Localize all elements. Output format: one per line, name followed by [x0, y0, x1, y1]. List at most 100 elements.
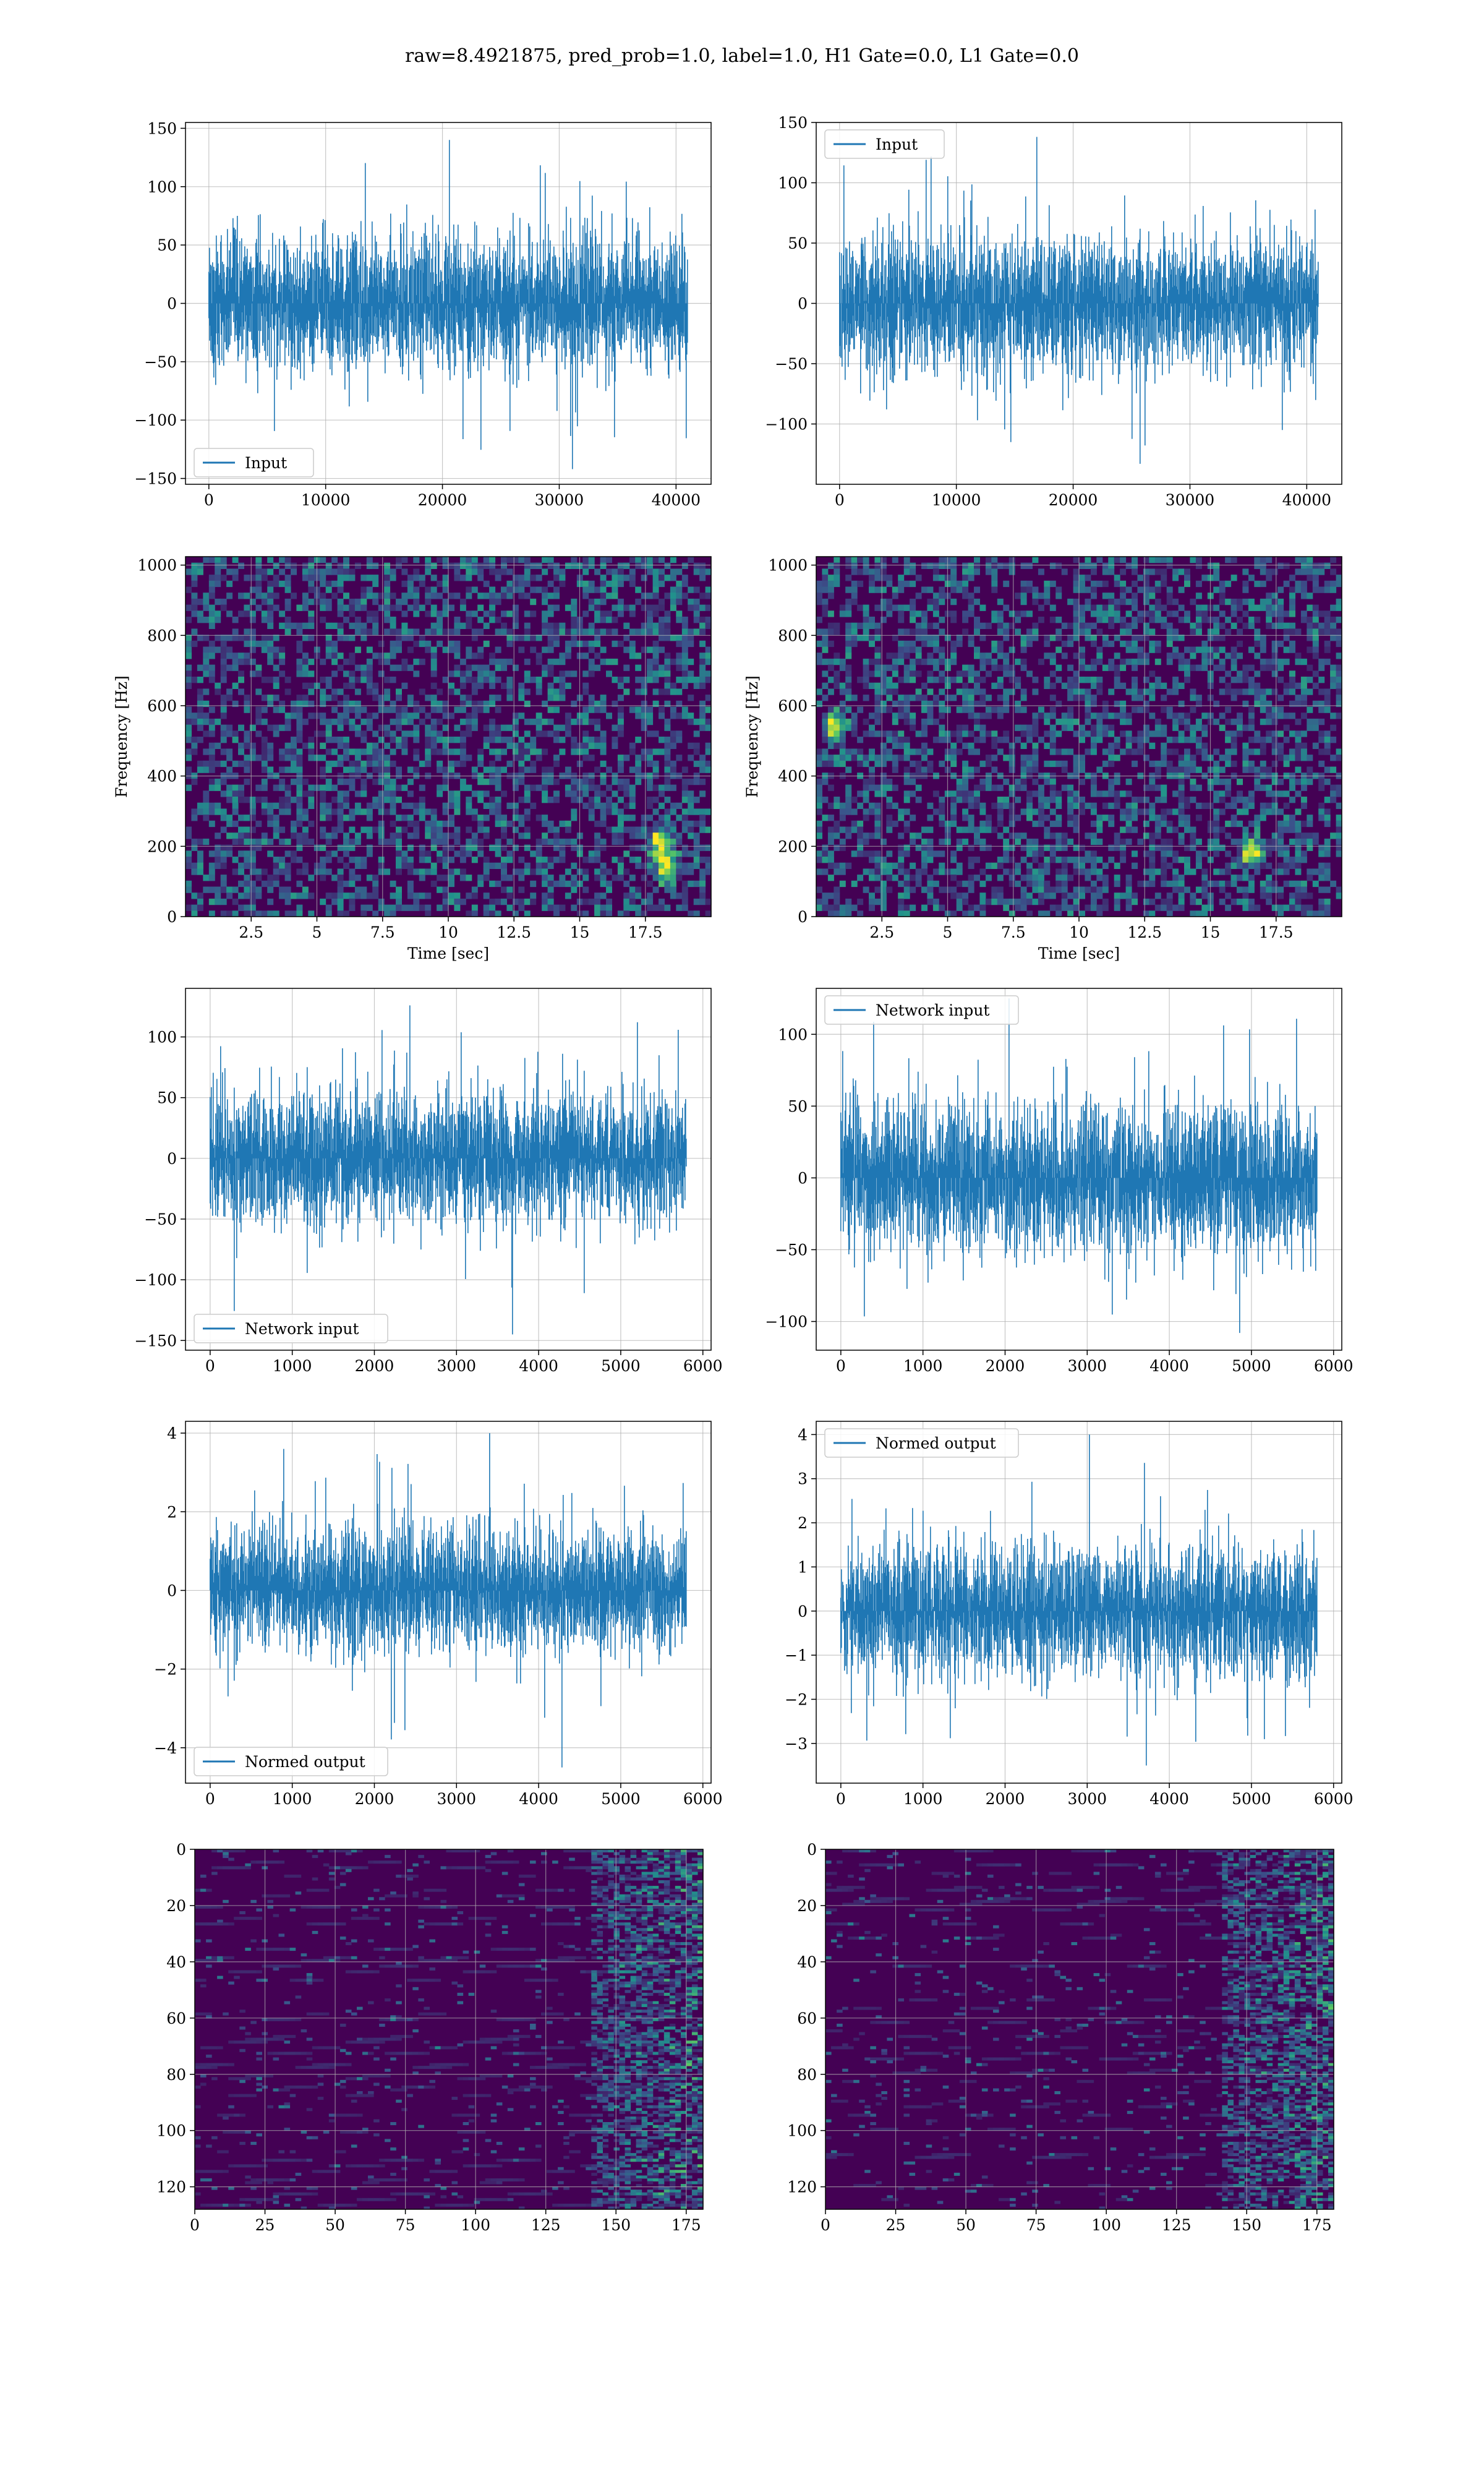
heatmap-cell — [979, 724, 986, 731]
heatmap-cell — [559, 737, 566, 743]
heatmap-cell — [851, 808, 858, 815]
heatmap-cell — [1172, 610, 1179, 617]
heatmap-cell — [932, 880, 939, 888]
heatmap-cell — [471, 808, 478, 815]
heatmap-cell — [1003, 635, 1010, 641]
heatmap-cell — [968, 670, 974, 677]
heatmap-cell — [1213, 880, 1220, 888]
heatmap-cell — [1178, 760, 1185, 768]
heatmap-cell — [1049, 892, 1056, 899]
heatmap-cell — [1009, 815, 1015, 821]
heatmap-cell — [834, 802, 840, 809]
heatmap-cell — [284, 586, 291, 593]
heatmap-cell — [997, 833, 1004, 839]
heatmap-cell — [688, 742, 694, 749]
heatmap-cell — [337, 575, 344, 581]
heatmap-cell — [360, 677, 367, 683]
heatmap-cell — [629, 557, 636, 563]
heatmap-cell — [1020, 904, 1027, 911]
heatmap-cell — [244, 755, 250, 761]
heatmap-cell — [834, 713, 840, 719]
heatmap-cell — [349, 748, 356, 755]
heatmap-cell — [880, 784, 887, 791]
heatmap-cell — [430, 658, 437, 666]
heatmap-cell — [659, 820, 665, 828]
heatmap-cell — [308, 820, 315, 828]
heatmap-cell — [845, 862, 852, 869]
heatmap-cell — [968, 844, 974, 851]
heatmap-cell — [1125, 628, 1132, 635]
heatmap-cell — [559, 838, 566, 845]
heatmap-cell — [506, 688, 513, 695]
heatmap-cell — [542, 598, 548, 606]
heatmap-cell — [495, 748, 501, 755]
heatmap-cell — [600, 646, 607, 653]
heatmap-cell — [360, 808, 367, 815]
heatmap-cell — [208, 778, 215, 785]
heatmap-cell — [1020, 580, 1027, 588]
heatmap-cell — [360, 622, 367, 629]
heatmap-cell — [232, 886, 239, 893]
heatmap-cell — [349, 604, 356, 611]
heatmap-cell — [623, 784, 630, 791]
heatmap-cell — [974, 562, 980, 569]
heatmap-cell — [396, 604, 402, 611]
heatmap-cell — [553, 562, 560, 569]
heatmap-cell — [302, 790, 309, 797]
heatmap-cell — [559, 628, 566, 635]
heatmap-cell — [1049, 820, 1056, 828]
heatmap-cell — [1213, 718, 1220, 726]
heatmap-cell — [366, 850, 373, 857]
heatmap-cell — [588, 898, 595, 905]
heatmap-cell — [1067, 808, 1074, 815]
heatmap-cell — [898, 640, 905, 648]
heatmap-cell — [244, 593, 250, 599]
heatmap-cell — [524, 635, 531, 641]
heatmap-cell — [1032, 730, 1039, 737]
heatmap-cell — [284, 562, 291, 569]
heatmap-cell — [1044, 844, 1051, 851]
heatmap-cell — [839, 904, 846, 911]
heatmap-cell — [670, 730, 676, 737]
heatmap-cell — [1225, 682, 1232, 689]
heatmap-cell — [857, 755, 864, 761]
heatmap-cell — [816, 904, 822, 911]
heatmap-cell — [1090, 593, 1097, 599]
heatmap-cell — [962, 730, 969, 737]
heatmap-cell — [1067, 892, 1074, 899]
x-tick-label: 7.5 — [370, 923, 395, 941]
heatmap-cell — [506, 857, 513, 863]
heatmap-cell — [477, 755, 484, 761]
heatmap-cell — [664, 826, 671, 833]
heatmap-cell — [606, 898, 612, 905]
heatmap-cell — [477, 850, 484, 857]
heatmap-cell — [1055, 875, 1062, 881]
heatmap-cell — [816, 617, 822, 623]
heatmap-cell — [1079, 868, 1085, 875]
heatmap-cell — [296, 808, 303, 815]
heatmap-cell — [822, 797, 829, 803]
heatmap-cell — [349, 880, 356, 888]
heatmap-cell — [448, 892, 454, 899]
heatmap-cell — [1161, 784, 1167, 791]
heatmap-cell — [1178, 880, 1185, 888]
heatmap-cell — [623, 910, 630, 917]
heatmap-cell — [390, 790, 396, 797]
heatmap-cell — [291, 737, 297, 743]
heatmap-cell — [390, 760, 396, 768]
heatmap-cell — [681, 628, 688, 635]
heatmap-cell — [1190, 706, 1196, 713]
heatmap-cell — [681, 862, 688, 869]
heatmap-cell — [676, 713, 683, 719]
heatmap-cell — [1143, 610, 1149, 617]
heatmap-cell — [419, 802, 425, 809]
heatmap-cell — [459, 604, 466, 611]
heatmap-cell — [542, 790, 548, 797]
heatmap-cell — [1038, 868, 1044, 875]
heatmap-cell — [839, 658, 846, 666]
heatmap-cell — [612, 604, 618, 611]
heatmap-cell — [1120, 628, 1127, 635]
heatmap-cell — [822, 892, 829, 899]
heatmap-cell — [939, 760, 945, 768]
heatmap-cell — [506, 593, 513, 599]
